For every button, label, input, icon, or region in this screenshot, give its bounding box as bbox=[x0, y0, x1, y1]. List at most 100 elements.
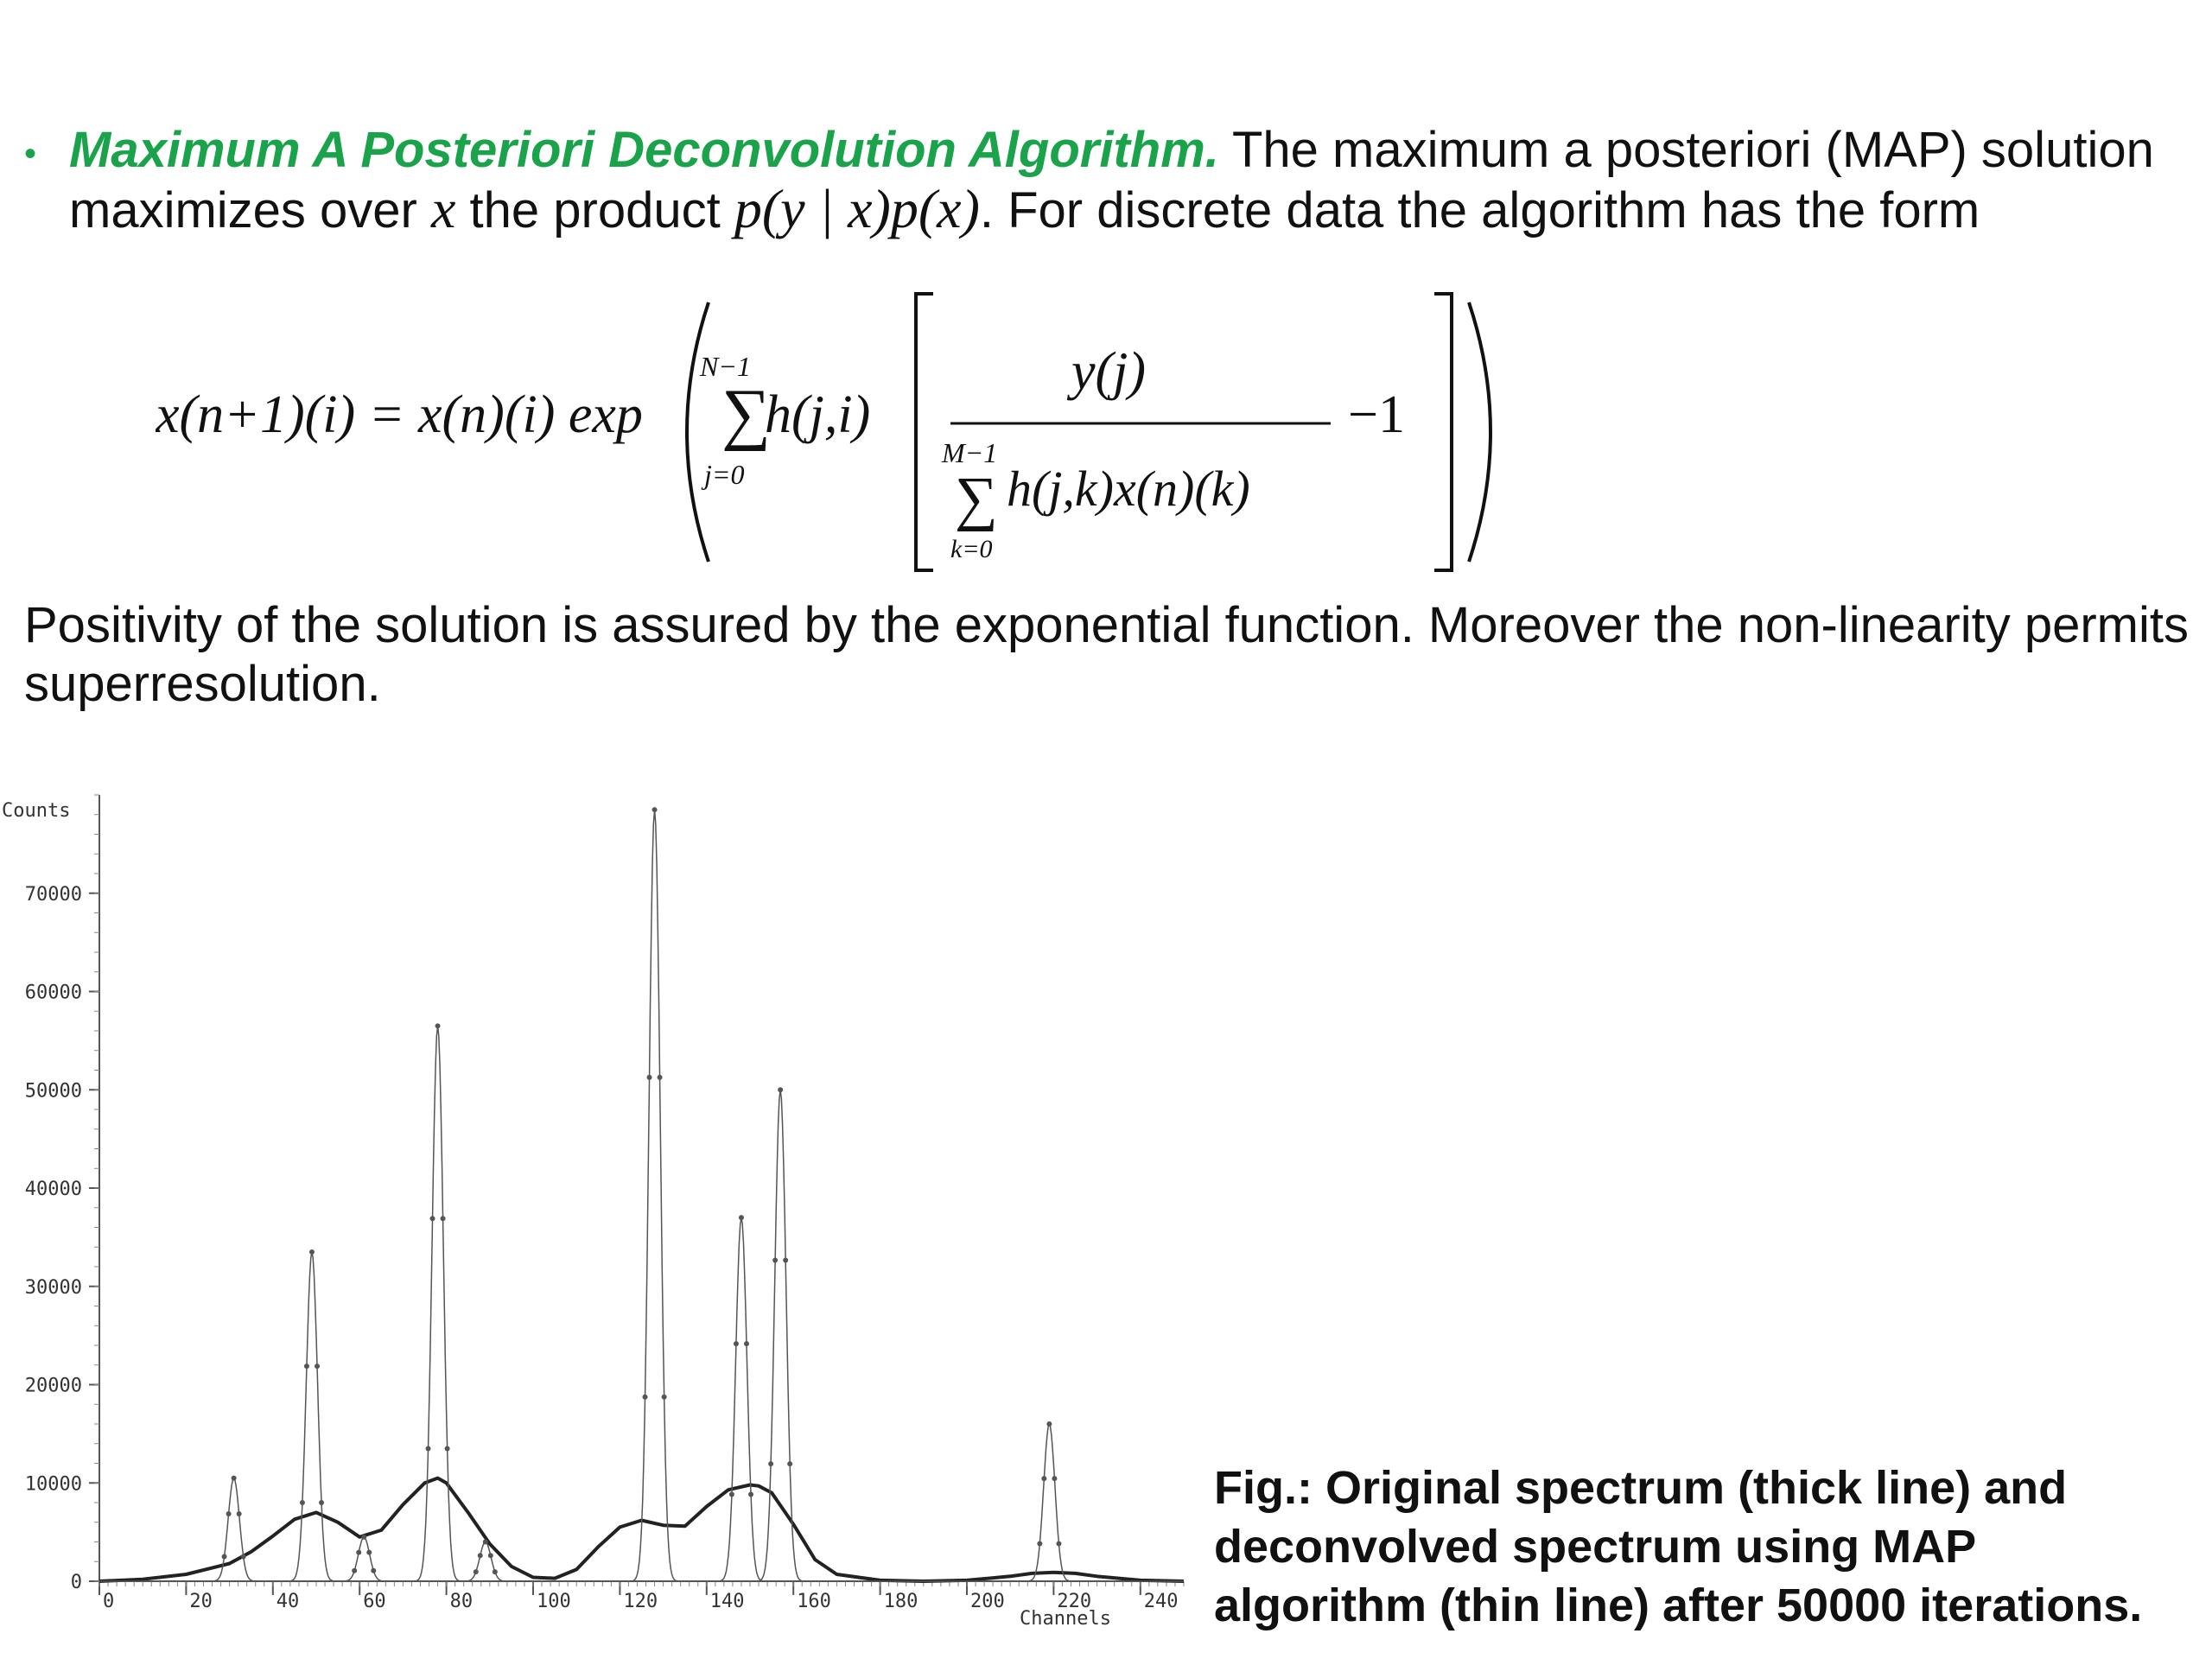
spectrum-chart: Counts Channels 0 10000 20000 30000 40000 500… bbox=[0, 778, 1210, 1642]
formula-sum1-sigma: ∑ bbox=[721, 376, 771, 452]
x-tick-label: 180 bbox=[884, 1591, 918, 1612]
thin-point bbox=[733, 1341, 739, 1347]
x-tick-label: 40 bbox=[276, 1591, 300, 1612]
thin-point bbox=[748, 1491, 754, 1497]
x-tick-label: 160 bbox=[797, 1591, 831, 1612]
thin-point bbox=[366, 1549, 372, 1555]
x-tick-label: 240 bbox=[1144, 1591, 1179, 1612]
thin-peak bbox=[459, 1541, 512, 1582]
thin-point bbox=[435, 1023, 441, 1029]
thick-line bbox=[99, 1476, 1185, 1583]
spectrum-chart-svg: Counts Channels 0 10000 20000 30000 40000 500… bbox=[2, 794, 1185, 1630]
thin-point bbox=[657, 1074, 663, 1080]
formula-rhs: −1 bbox=[1348, 385, 1405, 444]
thin-point bbox=[440, 1216, 446, 1222]
thin-point bbox=[1052, 1476, 1058, 1482]
x-tick-label: 20 bbox=[189, 1591, 213, 1612]
thin-point bbox=[646, 1074, 652, 1080]
thin-point bbox=[303, 1363, 309, 1370]
math-product: p(y | x)p(x) bbox=[734, 178, 980, 239]
thin-point bbox=[429, 1216, 435, 1222]
y-tick-label: 60000 bbox=[25, 982, 82, 1004]
formula-left-paren bbox=[685, 302, 710, 563]
bullet-dot: • bbox=[24, 135, 37, 173]
series-thin bbox=[99, 807, 1184, 1582]
x-tick-label: 80 bbox=[450, 1591, 474, 1612]
thin-point bbox=[473, 1569, 479, 1575]
x-tick-label: 140 bbox=[710, 1591, 745, 1612]
formula-denominator: h(j,k)x(n)(k) bbox=[1007, 461, 1250, 517]
thin-point bbox=[356, 1549, 362, 1555]
formula-bracket-right bbox=[1434, 292, 1453, 572]
y-tick-label: 20000 bbox=[25, 1376, 82, 1397]
formula-sum2-sigma: ∑ bbox=[955, 466, 998, 532]
bullet-text-3: . For discrete data the algorithm has th… bbox=[979, 182, 1980, 238]
y-tick-label: 40000 bbox=[25, 1179, 82, 1200]
formula-numerator: y(j) bbox=[1066, 342, 1146, 401]
thin-point bbox=[361, 1534, 367, 1540]
y-tick-label: 10000 bbox=[25, 1473, 82, 1495]
formula-right-paren bbox=[1467, 302, 1492, 563]
y-tick-label: 0 bbox=[71, 1572, 82, 1593]
formula-sum2-lower: k=0 bbox=[950, 535, 993, 563]
thin-point bbox=[738, 1215, 744, 1221]
thin-point bbox=[661, 1394, 667, 1400]
formula-lhs: x(n+1)(i) = x(n)(i) exp bbox=[156, 385, 643, 444]
bullet-paragraph: • Maximum A Posteriori Deconvolution Alg… bbox=[24, 121, 2193, 240]
y-tick-label: 50000 bbox=[25, 1080, 82, 1102]
map-formula: x(n+1)(i) = x(n)(i) exp N−1 ∑ j=0 h(j,i)… bbox=[155, 276, 1503, 588]
thin-point bbox=[425, 1446, 431, 1452]
thin-point bbox=[482, 1539, 488, 1545]
thin-peak bbox=[715, 1217, 768, 1582]
thin-point bbox=[319, 1499, 325, 1505]
thin-point bbox=[652, 807, 658, 813]
thin-point bbox=[236, 1510, 242, 1516]
thin-point bbox=[728, 1491, 734, 1497]
bullet-text-1: The maximum a posteriori (MAP) solution … bbox=[69, 122, 2154, 238]
thin-point bbox=[1037, 1541, 1043, 1547]
bullet-heading: Maximum A Posteriori Deconvolution Algor… bbox=[69, 122, 1219, 178]
thin-peak bbox=[628, 810, 681, 1582]
thin-point bbox=[240, 1554, 246, 1560]
thin-point bbox=[231, 1475, 237, 1481]
x-tick-label: 100 bbox=[537, 1591, 571, 1612]
thin-point bbox=[221, 1554, 227, 1560]
thin-point bbox=[315, 1363, 321, 1370]
x-tick-label: 60 bbox=[363, 1591, 386, 1612]
x-axis-label: Channels bbox=[1020, 1608, 1111, 1630]
thin-point bbox=[768, 1461, 774, 1467]
thin-peak bbox=[285, 1251, 339, 1582]
chart-axes: 0 10000 20000 30000 40000 50000 60000 70000 0 20 4… bbox=[25, 794, 1185, 1612]
thin-point bbox=[477, 1553, 483, 1559]
formula-svg: x(n+1)(i) = x(n)(i) exp N−1 ∑ j=0 h(j,i)… bbox=[155, 292, 1492, 572]
thin-point bbox=[226, 1510, 232, 1516]
thin-peak bbox=[1023, 1421, 1076, 1582]
formula-bracket-left bbox=[914, 292, 933, 572]
x-tick-label: 120 bbox=[623, 1591, 658, 1612]
thin-point bbox=[1046, 1421, 1052, 1427]
y-tick-label: 30000 bbox=[25, 1277, 82, 1299]
thin-point bbox=[492, 1569, 498, 1575]
series-thick bbox=[99, 1476, 1185, 1583]
math-var-x: x bbox=[430, 178, 456, 239]
thin-point bbox=[1041, 1476, 1047, 1482]
figure-caption: Fig.: Original spectrum (thick line) and… bbox=[1214, 1462, 2143, 1631]
x-tick-label: 200 bbox=[970, 1591, 1005, 1612]
thin-point bbox=[787, 1461, 793, 1467]
positivity-paragraph: Positivity of the solution is assured by… bbox=[24, 597, 2189, 712]
thin-point bbox=[642, 1394, 648, 1400]
thin-point bbox=[487, 1553, 493, 1559]
thin-point bbox=[444, 1446, 450, 1452]
thin-point bbox=[352, 1567, 358, 1573]
thin-point bbox=[1056, 1541, 1062, 1547]
thin-peak bbox=[338, 1535, 391, 1582]
formula-sum1-upper: N−1 bbox=[699, 351, 751, 382]
thin-point bbox=[371, 1567, 377, 1573]
x-tick-label: 0 bbox=[103, 1591, 114, 1612]
thin-point bbox=[308, 1249, 315, 1255]
formula-sum1-lower: j=0 bbox=[701, 459, 744, 490]
thin-point bbox=[299, 1499, 305, 1505]
thin-point bbox=[772, 1257, 779, 1263]
thin-point bbox=[778, 1087, 784, 1093]
x-tick-label: 220 bbox=[1057, 1591, 1091, 1612]
